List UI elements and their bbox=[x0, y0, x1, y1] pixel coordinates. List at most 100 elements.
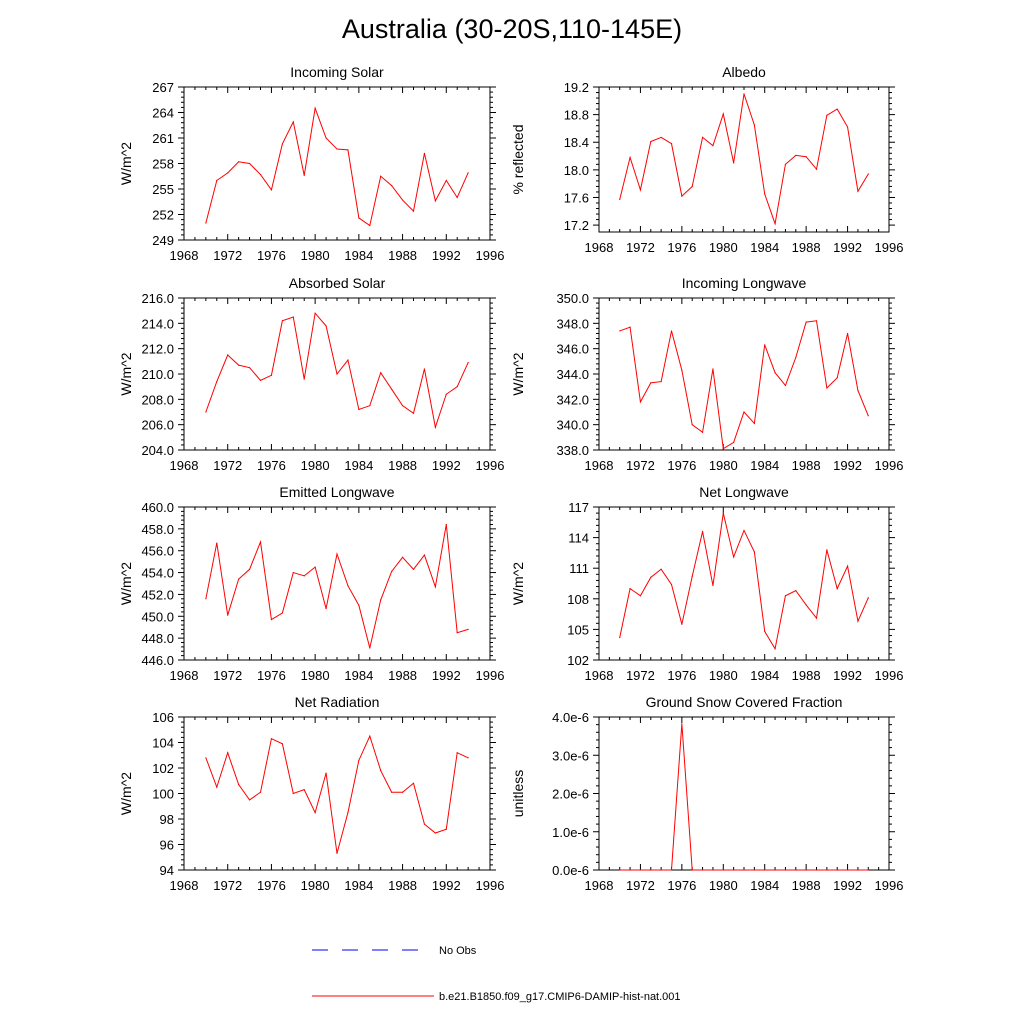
data-point bbox=[733, 869, 735, 871]
x-tick-label: 1976 bbox=[667, 458, 696, 473]
data-point bbox=[347, 585, 349, 587]
y-tick-label: 17.6 bbox=[564, 190, 589, 205]
data-point bbox=[281, 320, 283, 322]
data-point bbox=[314, 566, 316, 568]
data-point bbox=[380, 372, 382, 374]
data-point bbox=[412, 568, 415, 570]
data-point bbox=[764, 344, 766, 346]
y-tick-label: 456.0 bbox=[141, 544, 174, 559]
data-point bbox=[369, 405, 371, 407]
data-point bbox=[423, 368, 426, 370]
data-point bbox=[722, 113, 724, 115]
data-point bbox=[639, 401, 642, 403]
data-point bbox=[248, 799, 251, 801]
data-point bbox=[650, 140, 652, 143]
x-tick-label: 1984 bbox=[750, 668, 779, 683]
data-point bbox=[764, 630, 766, 633]
y-tick-label: 111 bbox=[569, 561, 589, 576]
x-tick-label: 1980 bbox=[301, 248, 330, 263]
data-point bbox=[701, 869, 704, 871]
data-point bbox=[691, 185, 693, 188]
y-tick-label: 258 bbox=[152, 157, 174, 172]
data-point bbox=[691, 424, 693, 426]
data-point bbox=[292, 571, 294, 574]
data-point bbox=[670, 869, 673, 871]
y-tick-label: 94 bbox=[160, 863, 174, 878]
data-point bbox=[369, 224, 371, 227]
data-point bbox=[336, 852, 338, 855]
data-point bbox=[303, 378, 305, 380]
data-point bbox=[681, 623, 683, 625]
data-point bbox=[347, 149, 349, 151]
data-point bbox=[248, 162, 251, 165]
y-tick-label: 210.0 bbox=[141, 367, 174, 382]
data-point bbox=[660, 381, 662, 383]
data-point bbox=[358, 217, 360, 219]
data-point bbox=[445, 523, 447, 526]
y-tick-label: 344.0 bbox=[556, 367, 589, 382]
data-point bbox=[701, 530, 704, 533]
y-tick-label: 206.0 bbox=[141, 418, 174, 433]
plot-frame bbox=[183, 86, 491, 241]
data-point bbox=[846, 565, 849, 567]
panel-title: Incoming Solar bbox=[290, 64, 384, 80]
data-point bbox=[303, 174, 305, 176]
data-point bbox=[774, 648, 776, 650]
data-point bbox=[836, 869, 838, 871]
data-point bbox=[325, 325, 327, 327]
data-point bbox=[846, 869, 849, 871]
x-tick-label: 1980 bbox=[709, 458, 738, 473]
y-tick-label: 18.4 bbox=[564, 135, 589, 150]
panel-title: Emitted Longwave bbox=[279, 484, 394, 500]
y-tick-label: 17.2 bbox=[564, 218, 589, 233]
data-point bbox=[857, 389, 859, 392]
y-tick-label: 252 bbox=[152, 208, 174, 223]
data-point bbox=[216, 786, 218, 788]
data-point bbox=[681, 195, 683, 197]
data-point bbox=[722, 448, 724, 450]
data-point bbox=[722, 869, 724, 871]
y-axis-label: W/m^2 bbox=[510, 352, 526, 395]
data-point bbox=[733, 441, 735, 443]
data-point bbox=[629, 156, 631, 159]
data-point bbox=[660, 136, 662, 139]
x-tick-label: 1996 bbox=[476, 878, 505, 893]
y-tick-label: 458.0 bbox=[141, 522, 174, 537]
panel-title: Albedo bbox=[722, 64, 766, 80]
data-point bbox=[248, 568, 251, 570]
data-point bbox=[292, 121, 294, 123]
data-point bbox=[764, 193, 766, 195]
data-point bbox=[712, 368, 714, 370]
data-point bbox=[401, 556, 404, 558]
data-point bbox=[369, 647, 371, 649]
data-point bbox=[722, 512, 724, 514]
data-point bbox=[691, 869, 693, 871]
data-point bbox=[867, 173, 869, 175]
data-point bbox=[784, 595, 787, 597]
plot-frame bbox=[598, 716, 890, 871]
panel-title: Absorbed Solar bbox=[289, 275, 386, 291]
legend-model-label: b.e21.B1850.f09_g17.CMIP6-DAMIP-hist-nat… bbox=[439, 991, 681, 1003]
data-point bbox=[764, 869, 766, 871]
data-point bbox=[826, 869, 828, 871]
series-line bbox=[619, 723, 869, 871]
data-point bbox=[795, 154, 797, 156]
figure-title: Australia (30-20S,110-145E) bbox=[341, 14, 683, 44]
y-axis-label: W/m^2 bbox=[118, 772, 134, 815]
data-point bbox=[639, 869, 642, 871]
data-point bbox=[815, 869, 818, 871]
y-tick-label: 212.0 bbox=[141, 342, 174, 357]
y-tick-label: 18.8 bbox=[564, 108, 589, 123]
y-tick-label: 204.0 bbox=[141, 443, 174, 458]
y-tick-label: 261 bbox=[152, 131, 174, 146]
data-point bbox=[805, 869, 807, 871]
data-point bbox=[303, 575, 305, 577]
plot-frame bbox=[183, 506, 491, 661]
x-tick-label: 1992 bbox=[833, 458, 862, 473]
y-tick-label: 342.0 bbox=[556, 392, 589, 407]
data-point bbox=[743, 411, 745, 413]
x-tick-label: 1992 bbox=[432, 878, 461, 893]
data-point bbox=[660, 568, 662, 570]
x-tick-label: 1972 bbox=[626, 878, 655, 893]
data-point bbox=[753, 551, 755, 553]
